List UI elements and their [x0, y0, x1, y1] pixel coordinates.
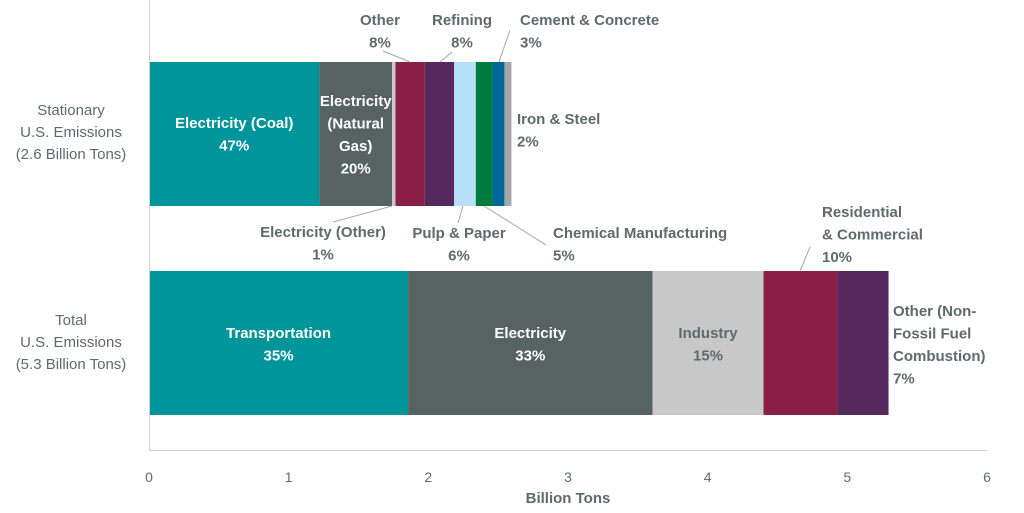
leader-lines [332, 29, 811, 272]
bar-segment [454, 62, 476, 206]
x-tick-label: 0 [145, 469, 153, 485]
category-label: Stationary U.S. Emissions (2.6 Billion Ton… [16, 102, 127, 163]
leader-line [332, 205, 393, 223]
leader-line [498, 29, 511, 63]
segment-label: Transportation 35% [226, 325, 331, 365]
x-tick-label: 2 [424, 469, 432, 485]
x-tick-label: 3 [564, 469, 572, 485]
bar-segment [763, 271, 838, 415]
segment-label: Residential & Commercial 10% [822, 204, 923, 266]
segment-label: Electricity 33% [494, 325, 566, 365]
segment-label: Electricity (Natural Gas) 20% [320, 93, 392, 178]
x-tick-label: 5 [843, 469, 851, 485]
leader-line [382, 50, 411, 63]
bar-segment [408, 271, 653, 415]
x-tick-label: 4 [704, 469, 712, 485]
leader-line [799, 246, 811, 272]
bar-segment [837, 271, 889, 415]
leader-line [439, 51, 453, 63]
x-tick-label: 1 [285, 469, 293, 485]
leader-line [457, 205, 464, 224]
bar-segment [492, 62, 505, 206]
bar-segment [149, 62, 320, 206]
x-ticks: 0 1 2 3 4 5 6 [145, 469, 991, 485]
leader-line [483, 205, 547, 246]
bar-segment [149, 271, 409, 415]
segment-label: Pulp & Paper 6% [412, 225, 506, 265]
segment-label: Cement & Concrete 3% [520, 12, 659, 52]
bar-segment [475, 62, 493, 206]
segment-label: Electricity (Coal) 47% [175, 115, 293, 155]
bar-segment [319, 62, 393, 206]
bar-segment [424, 62, 455, 206]
segment-label: Electricity (Other) 1% [260, 224, 386, 264]
segment-label: Iron & Steel 2% [517, 111, 600, 151]
bar-segment [652, 271, 764, 415]
segment-label: Other (Non-Fossil Fuel Combustion) 7% [893, 303, 985, 388]
bars [149, 62, 889, 415]
segment-labels: Electricity (Coal) 47% Electricity (Natural… [175, 12, 985, 388]
x-axis-label: Billion Tons [526, 490, 611, 507]
bar-segment [504, 62, 512, 206]
bar-segment [392, 62, 396, 206]
category-labels: Stationary U.S. Emissions (2.6 Billion Ton… [16, 102, 127, 373]
category-label: Total U.S. Emissions (5.3 Billion Tons) [16, 312, 127, 373]
segment-label: Refining 8% [432, 12, 492, 52]
segment-label: Industry 15% [678, 325, 738, 365]
segment-label: Chemical Manufacturing 5% [553, 225, 727, 265]
x-tick-label: 6 [983, 469, 991, 485]
bar-segment [395, 62, 425, 206]
segment-label: Other 8% [360, 12, 400, 52]
